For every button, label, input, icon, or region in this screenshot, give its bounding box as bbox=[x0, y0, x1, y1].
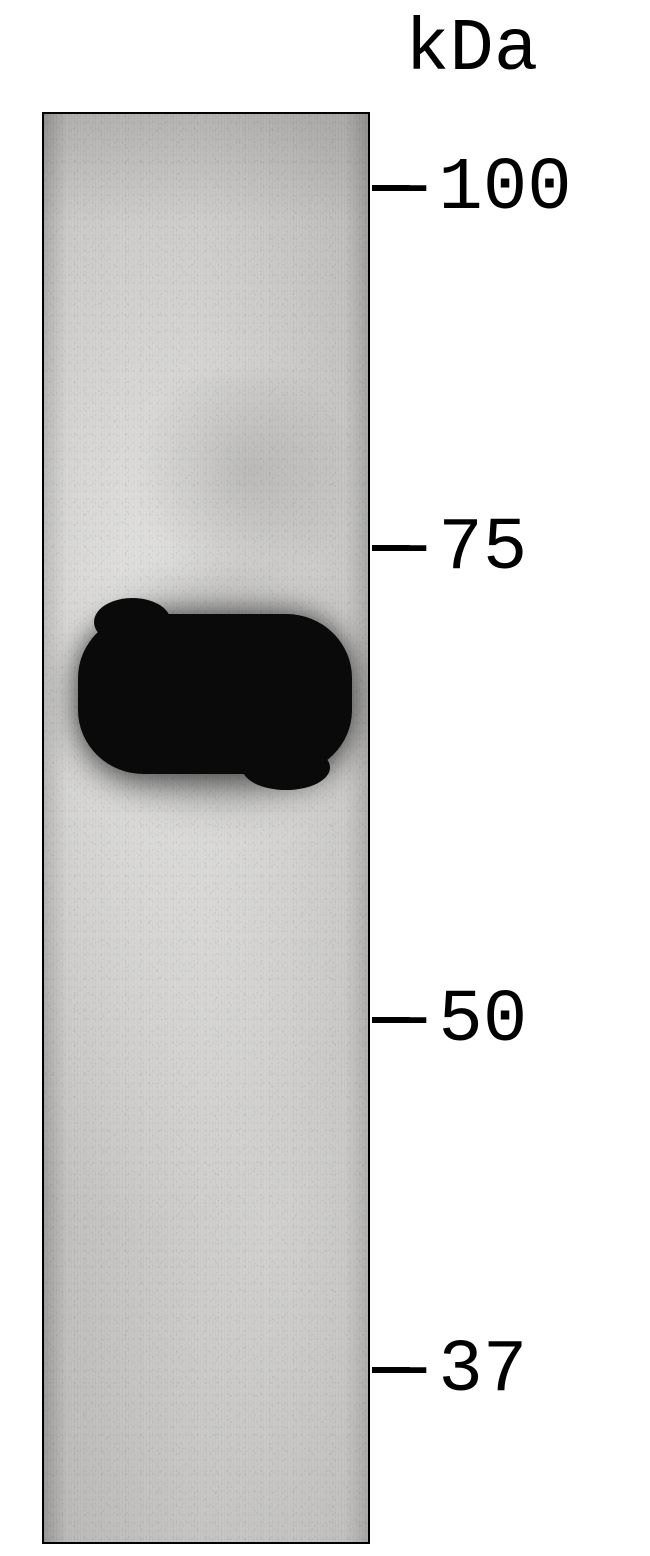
marker-label: -50 bbox=[394, 979, 527, 1063]
marker-label: -37 bbox=[394, 1329, 527, 1413]
marker-label: -100 bbox=[394, 147, 572, 231]
blot-lane bbox=[42, 112, 370, 1544]
western-blot-figure: kDa -100 -75 -50 -37 bbox=[0, 0, 650, 1556]
marker-label: -75 bbox=[394, 507, 527, 591]
unit-label: kDa bbox=[405, 8, 538, 92]
band bbox=[44, 114, 368, 1542]
band-core bbox=[78, 614, 352, 774]
